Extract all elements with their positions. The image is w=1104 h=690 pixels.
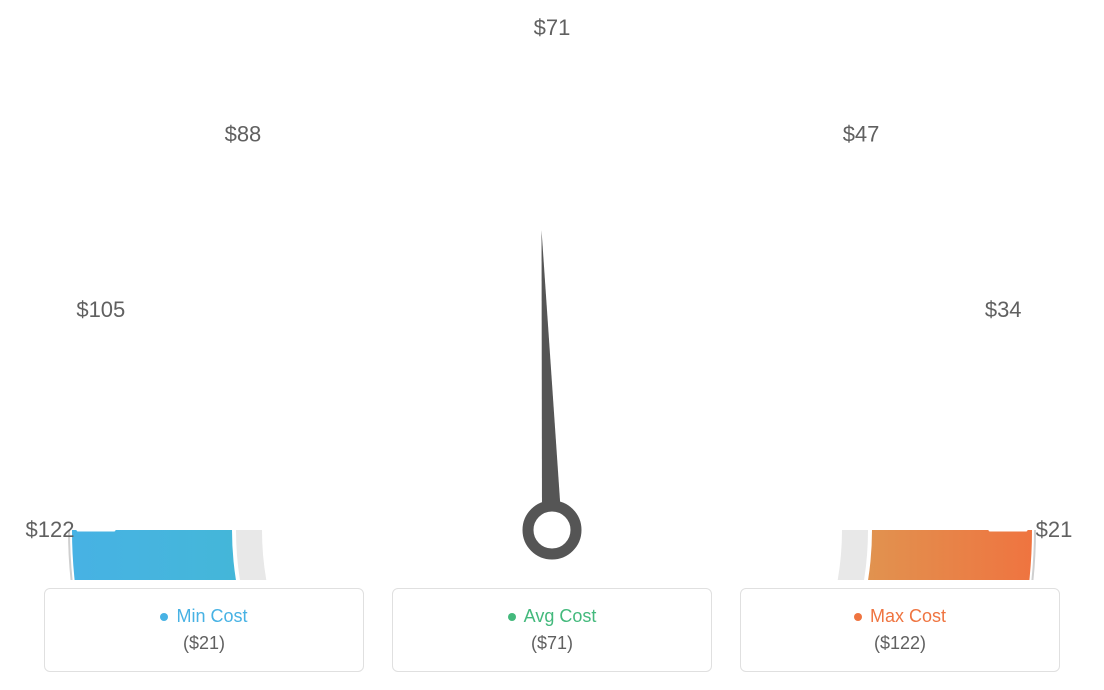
legend-avg-value: ($71) [531,633,573,654]
legend-avg-label: Avg Cost [524,606,597,627]
tick-label-5: $105 [76,297,125,322]
needle [542,230,562,530]
minor-tick [207,205,224,221]
tick-label-3: $71 [534,15,571,40]
tick-label-0: $21 [1036,517,1073,542]
minor-tick [162,260,182,274]
legend-max-value: ($122) [874,633,926,654]
major-tick [260,156,282,184]
cost-gauge-chart: $21 $34 $47 $71 $88 $105 $122 Min Cost ($21) A… [0,0,1104,690]
gauge-svg: $21 $34 $47 $71 $88 $105 $122 [0,0,1104,580]
minor-tick [448,68,453,91]
minor-tick [745,102,755,124]
minor-tick [349,102,359,124]
legend-card-avg: Avg Cost ($71) [392,588,712,672]
legend-row: Min Cost ($21) Avg Cost ($71) Max Cost (… [0,588,1104,672]
major-tick [822,156,844,184]
minor-tick [997,459,1021,463]
major-tick [126,322,158,338]
legend-card-min: Min Cost ($21) [44,588,364,672]
minor-tick [922,260,942,274]
minor-tick [83,459,107,463]
gauge-area: $21 $34 $47 $71 $88 $105 $122 [0,0,1104,560]
tick-label-2: $47 [843,121,880,146]
dot-max [854,613,862,621]
major-tick [946,322,978,338]
dot-avg [508,613,516,621]
minor-tick [982,389,1005,396]
needle-hub [528,506,576,554]
legend-card-max: Max Cost ($122) [740,588,1060,672]
legend-min-value: ($21) [183,633,225,654]
tick-label-4: $88 [225,121,262,146]
dot-min [160,613,168,621]
tick-label-1: $34 [985,297,1022,322]
minor-tick [879,205,896,221]
legend-max-top: Max Cost [854,606,946,627]
legend-max-label: Max Cost [870,606,946,627]
minor-tick [100,389,123,396]
legend-min-label: Min Cost [176,606,247,627]
tick-label-6: $122 [26,517,75,542]
legend-avg-top: Avg Cost [508,606,597,627]
legend-min-top: Min Cost [160,606,247,627]
minor-tick [651,68,656,91]
